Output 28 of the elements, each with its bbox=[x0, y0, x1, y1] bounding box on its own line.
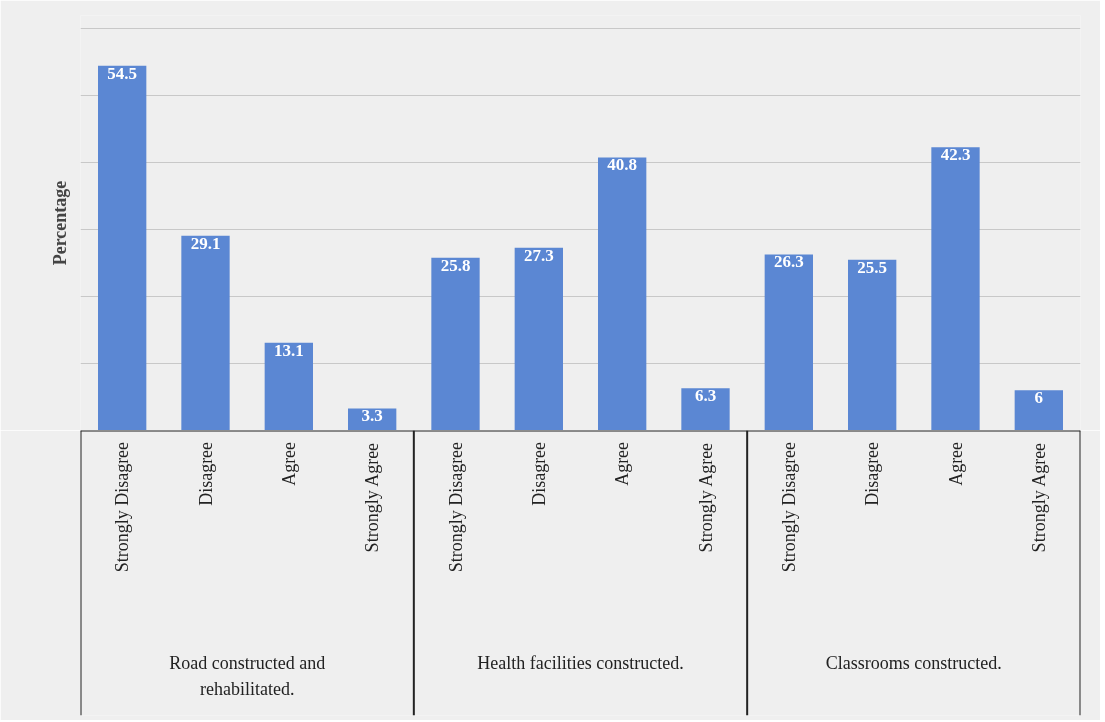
x-tick-label: Agree bbox=[278, 441, 299, 486]
data-label: 13.1 bbox=[273, 340, 304, 360]
x-tick-label: Disagree bbox=[528, 441, 549, 506]
x-tick-label: Strongly Agree bbox=[362, 442, 383, 553]
x-tick-label: Strongly Agree bbox=[695, 442, 716, 553]
x-tick-label: Disagree bbox=[195, 441, 216, 506]
text: Health facilities constructed. bbox=[477, 652, 684, 673]
y-axis-title: Percentage bbox=[49, 180, 70, 266]
x-tick-label: Agree bbox=[612, 441, 633, 486]
data-label: 26.3 bbox=[773, 252, 804, 272]
data-label: 27.3 bbox=[523, 245, 554, 265]
data-label: 40.8 bbox=[607, 155, 638, 175]
x-tick-label: Disagree bbox=[862, 441, 883, 506]
data-label: 42.3 bbox=[940, 145, 971, 165]
x-tick-label: Strongly Disagree bbox=[778, 441, 799, 573]
data-label: 6.3 bbox=[694, 386, 717, 406]
data-label: 3.3 bbox=[361, 406, 383, 426]
data-label: 25.5 bbox=[857, 257, 888, 277]
data-label: 25.8 bbox=[440, 255, 471, 275]
data-label: 6 bbox=[1034, 388, 1044, 408]
text: Classrooms constructed. bbox=[825, 652, 1002, 673]
data-label: 29.1 bbox=[190, 233, 221, 253]
x-tick-label: Strongly Disagree bbox=[445, 441, 466, 573]
text: Road constructed and rehabilitated. bbox=[169, 652, 326, 699]
x-tick-label: Strongly Agree bbox=[1028, 442, 1049, 553]
x-tick-label: Strongly Disagree bbox=[112, 441, 133, 573]
data-label: 54.5 bbox=[107, 63, 138, 83]
x-tick-label: Agree bbox=[945, 441, 966, 486]
